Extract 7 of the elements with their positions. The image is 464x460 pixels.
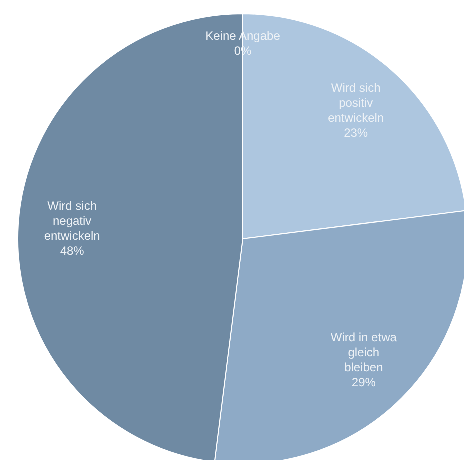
slice-label: Wird sich positiv entwickeln bbox=[328, 81, 384, 126]
data-label: 48% bbox=[60, 244, 85, 258]
slice-label: Wird in etwa gleich bleiben bbox=[330, 330, 398, 374]
slice-label: Wird sich negativ entwickeln bbox=[44, 198, 100, 243]
data-label: 23% bbox=[344, 126, 368, 140]
data-label: 29% bbox=[352, 375, 376, 390]
text: 0% bbox=[234, 44, 252, 58]
